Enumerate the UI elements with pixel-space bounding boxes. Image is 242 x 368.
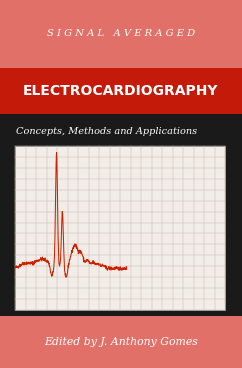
Text: ELECTROCARDIOGRAPHY: ELECTROCARDIOGRAPHY [23,84,219,98]
Bar [0,0,242,68]
Bar [0,316,242,368]
Bar [0,68,242,114]
Text: Concepts, Methods and Applications: Concepts, Methods and Applications [16,127,197,137]
Bar [15,146,225,310]
Bar [0,114,242,368]
Text: Edited by J. Anthony Gomes: Edited by J. Anthony Gomes [44,337,198,347]
Text: S I G N A L   A V E R A G E D: S I G N A L A V E R A G E D [47,29,195,39]
